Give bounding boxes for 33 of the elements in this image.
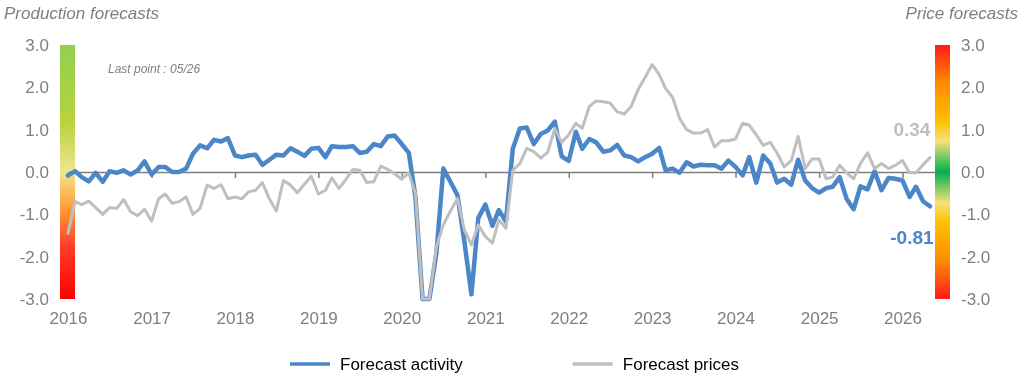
- y2-tick-label: -2.0: [961, 247, 991, 267]
- x-tick-label: 2018: [216, 309, 255, 329]
- y2-tick-label: -1.0: [961, 205, 991, 225]
- y2-axis-title: Price forecasts: [905, 4, 1019, 23]
- x-tick-label: 2024: [717, 309, 755, 329]
- y2-tick-label: 1.0: [961, 120, 985, 140]
- x-tick-label: 2023: [633, 309, 672, 329]
- annotation: -0.81: [890, 227, 934, 249]
- y-tick-label: 3.0: [25, 35, 49, 55]
- y-tick-label: -2.0: [19, 247, 49, 267]
- line-series: [66, 62, 932, 301]
- x-tick-label: 2016: [49, 309, 88, 329]
- x-tick-label: 2019: [299, 309, 338, 329]
- y2-tick-label: -3.0: [961, 289, 991, 309]
- annotation: 0.34: [893, 118, 931, 140]
- x-tick-label: 2021: [466, 309, 505, 329]
- y2-tick-label: 2.0: [961, 78, 985, 98]
- y2-tick-label: 0.0: [961, 162, 985, 182]
- y-tick-label: -1.0: [19, 205, 49, 225]
- x-tick-label: 2022: [550, 309, 589, 329]
- y-tick-label: -3.0: [19, 289, 49, 309]
- y-tick-label: 1.0: [25, 120, 49, 140]
- y2-tick-label: 3.0: [961, 35, 985, 55]
- x-tick-label: 2017: [133, 309, 172, 329]
- legend-label: Forecast activity: [340, 355, 464, 374]
- x-tick-label: 2020: [383, 309, 422, 329]
- annotation: Last point : 05/26: [108, 62, 201, 76]
- legend-label: Forecast prices: [622, 355, 740, 374]
- y-tick-label: 0.0: [25, 162, 49, 182]
- y-tick-label: 2.0: [25, 78, 49, 98]
- x-tick-label: 2026: [884, 309, 922, 329]
- x-tick-label: 2025: [800, 309, 839, 329]
- y-axis-title: Production forecasts: [4, 4, 160, 23]
